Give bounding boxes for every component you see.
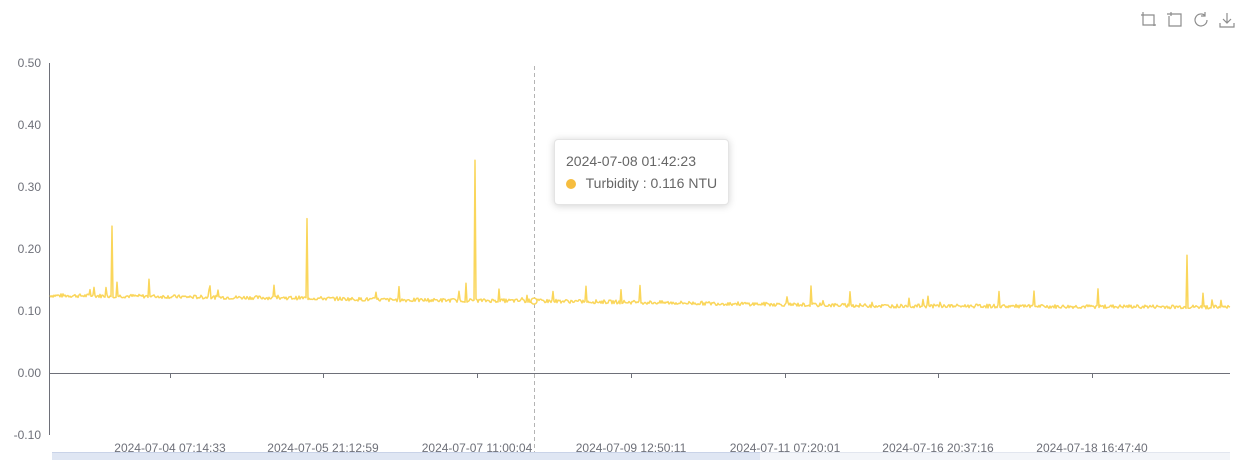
- x-tick-label: 2024-07-07 11:00:04: [422, 441, 533, 455]
- datazoom-slider[interactable]: [52, 452, 760, 460]
- tooltip-time: 2024-07-08 01:42:23: [566, 153, 696, 169]
- x-tick-label: 2024-07-18 16:47:40: [1036, 441, 1148, 455]
- restore-icon[interactable]: [1191, 10, 1211, 30]
- y-tick-label: 0.30: [18, 180, 42, 194]
- x-tick-label: 2024-07-04 07:14:33: [114, 441, 226, 455]
- y-tick-label: 0.50: [18, 56, 42, 70]
- y-tick-label: 0.10: [18, 304, 42, 318]
- datazoom-track[interactable]: [760, 452, 1230, 460]
- y-tick-label: 0.40: [18, 118, 42, 132]
- hover-data-point[interactable]: [530, 297, 538, 305]
- turbidity-series-line[interactable]: [49, 159, 1231, 310]
- series-marker-dot: [566, 179, 576, 189]
- y-tick-label: 0.00: [18, 366, 42, 380]
- x-tick-label: 2024-07-11 07:20:01: [730, 441, 841, 455]
- chart-tooltip: 2024-07-08 01:42:23 Turbidity : 0.116 NT…: [554, 139, 730, 205]
- zoom-reset-icon[interactable]: [1165, 10, 1185, 30]
- x-tick-label: 2024-07-16 20:37:16: [882, 441, 994, 455]
- chart-toolbox: [1139, 10, 1237, 30]
- y-tick-label: -0.10: [14, 428, 42, 442]
- x-tick-label: 2024-07-05 21:12:59: [267, 441, 379, 455]
- y-tick-label: 0.20: [18, 242, 42, 256]
- tooltip-row: Turbidity : 0.116 NTU: [566, 172, 717, 194]
- download-icon[interactable]: [1217, 10, 1237, 30]
- x-tick-label: 2024-07-09 12:50:11: [576, 441, 687, 455]
- tooltip-value: Turbidity : 0.116 NTU: [585, 175, 718, 191]
- zoom-area-icon[interactable]: [1139, 10, 1159, 30]
